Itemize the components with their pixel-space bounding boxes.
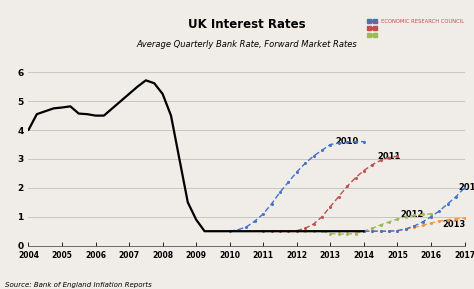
Text: 2010: 2010 — [336, 136, 359, 146]
Text: 2013: 2013 — [443, 220, 466, 229]
Text: UK Interest Rates: UK Interest Rates — [188, 18, 305, 31]
Text: 2012: 2012 — [401, 210, 424, 219]
Text: 2011: 2011 — [377, 151, 401, 161]
Text: Average Quarterly Bank Rate, Forward Market Rates: Average Quarterly Bank Rate, Forward Mar… — [136, 40, 357, 49]
Text: Source: Bank of England Inflation Reports: Source: Bank of England Inflation Report… — [5, 281, 152, 288]
Text: 2014: 2014 — [458, 183, 474, 192]
Text: U.S. ECONOMIC RESEARCH COUNCIL: U.S. ECONOMIC RESEARCH COUNCIL — [369, 18, 465, 23]
